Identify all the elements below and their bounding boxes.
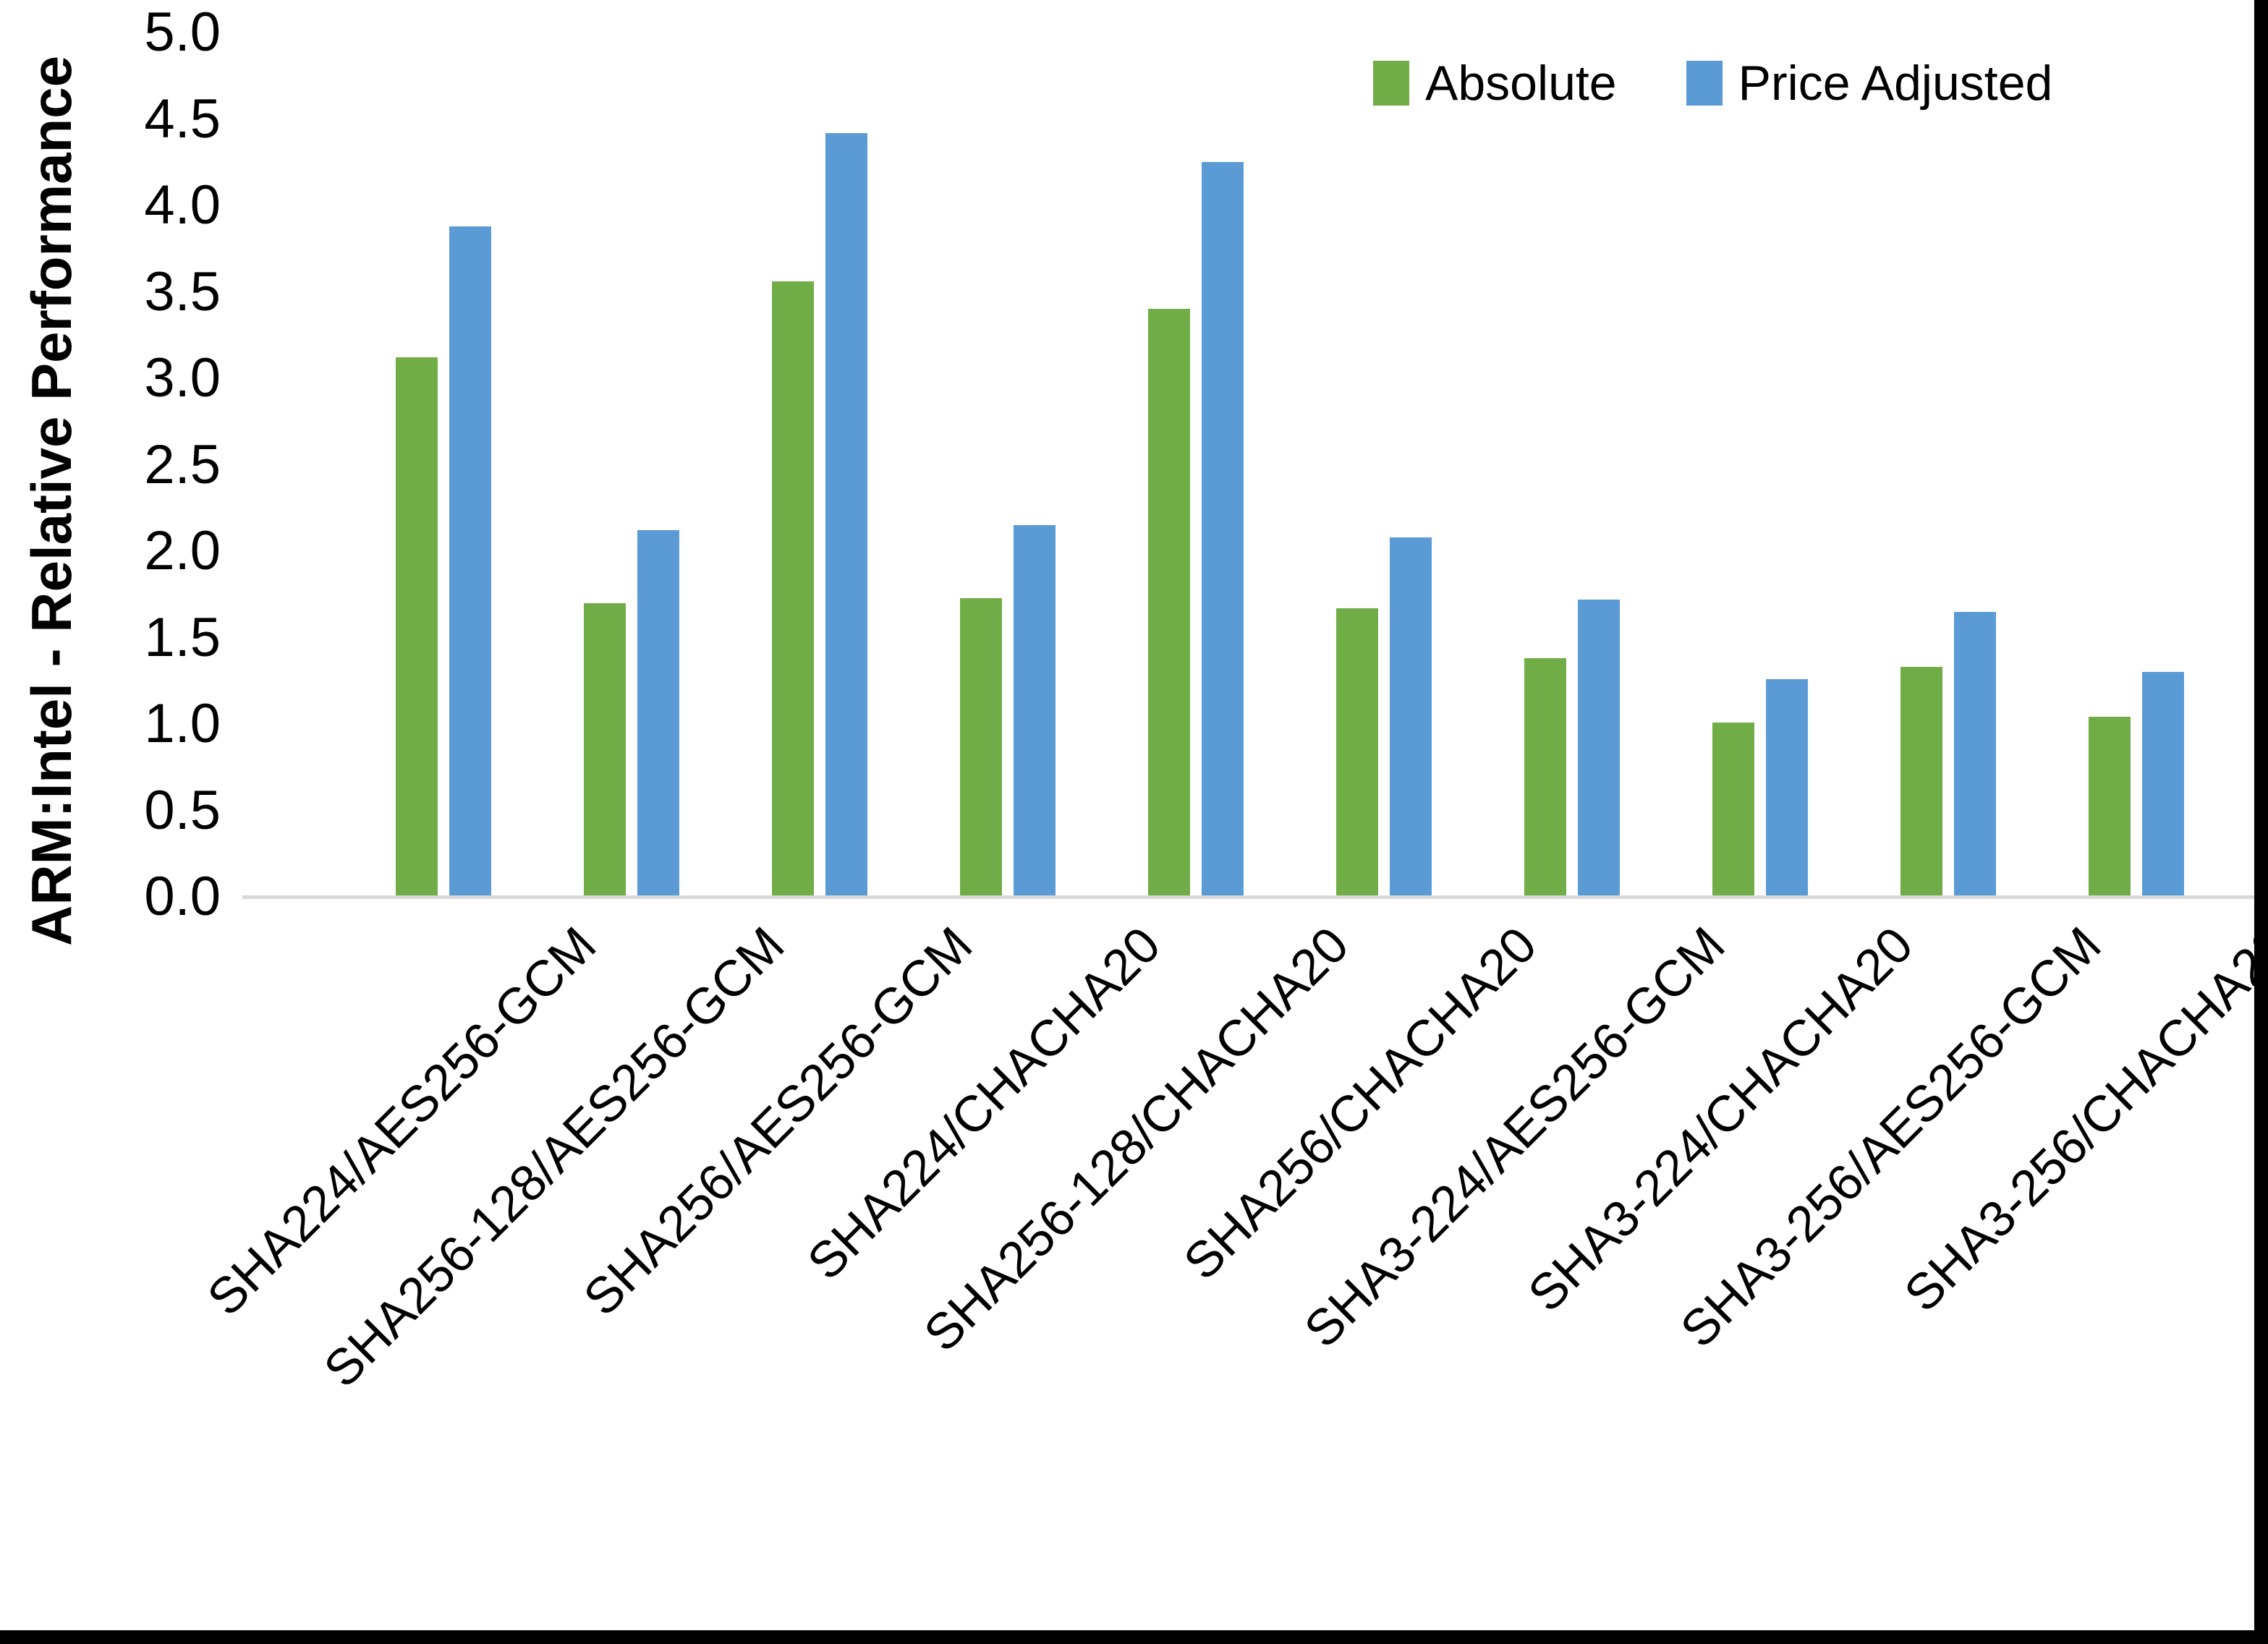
bar-price-adjusted (1202, 162, 1244, 897)
y-tick-label: 5.0 (144, 1, 221, 63)
bar-price-adjusted (1954, 611, 1996, 897)
window-edge-bottom (0, 1630, 2268, 1644)
legend-label-price-adjusted: Price Adjusted (1738, 56, 2053, 111)
bar-absolute (1712, 722, 1754, 897)
x-category-label: SHA224/AES256-GCM (197, 916, 607, 1326)
bar-absolute (960, 597, 1002, 897)
bar-absolute (1336, 608, 1378, 897)
x-category-label: SHA224/CHACHA20 (797, 916, 1171, 1291)
plot-area (242, 33, 2261, 897)
bar-price-adjusted (1014, 525, 1056, 897)
legend-item-price-adjusted: Price Adjusted (1686, 55, 2053, 111)
y-tick-label: 0.0 (144, 866, 221, 927)
y-tick-label: 3.5 (144, 260, 221, 323)
y-tick-label: 2.5 (144, 433, 221, 495)
bar-price-adjusted (1766, 678, 1808, 897)
bar-absolute (2089, 717, 2131, 897)
y-tick-label: 0.5 (144, 779, 221, 841)
bar-absolute (1900, 667, 1942, 897)
bar-price-adjusted (825, 132, 867, 897)
legend-swatch-price-adjusted-icon (1686, 61, 1723, 106)
y-tick-label: 4.5 (144, 88, 221, 150)
bar-absolute (396, 357, 438, 897)
bar-absolute (1148, 309, 1190, 897)
x-axis-line (242, 895, 2257, 899)
bar-price-adjusted (2142, 672, 2184, 897)
window-edge-right (2254, 0, 2268, 1644)
bar-absolute (772, 281, 814, 897)
bar-price-adjusted (637, 530, 679, 897)
bar-price-adjusted (449, 226, 491, 897)
x-category-label: SHA256/CHACHA20 (1173, 916, 1547, 1291)
x-category-label: SHA3-224/CHACHA20 (1517, 916, 1924, 1323)
legend-swatch-absolute-icon (1373, 61, 1409, 106)
bar-absolute (1524, 658, 1566, 897)
bar-price-adjusted (1390, 537, 1432, 897)
y-tick-label: 1.0 (144, 693, 221, 754)
legend: Absolute Price Adjusted (1373, 55, 2052, 111)
y-tick-label: 4.0 (144, 174, 221, 236)
bar-price-adjusted (1578, 599, 1620, 897)
y-tick-label: 3.0 (144, 347, 221, 409)
y-tick-label: 2.0 (144, 520, 221, 582)
x-category-label: SHA256/AES256-GCM (573, 916, 983, 1326)
y-tick-label: 1.5 (144, 606, 221, 668)
bar-absolute (584, 602, 626, 897)
legend-item-absolute: Absolute (1373, 55, 1617, 111)
legend-label-absolute: Absolute (1425, 56, 1617, 111)
